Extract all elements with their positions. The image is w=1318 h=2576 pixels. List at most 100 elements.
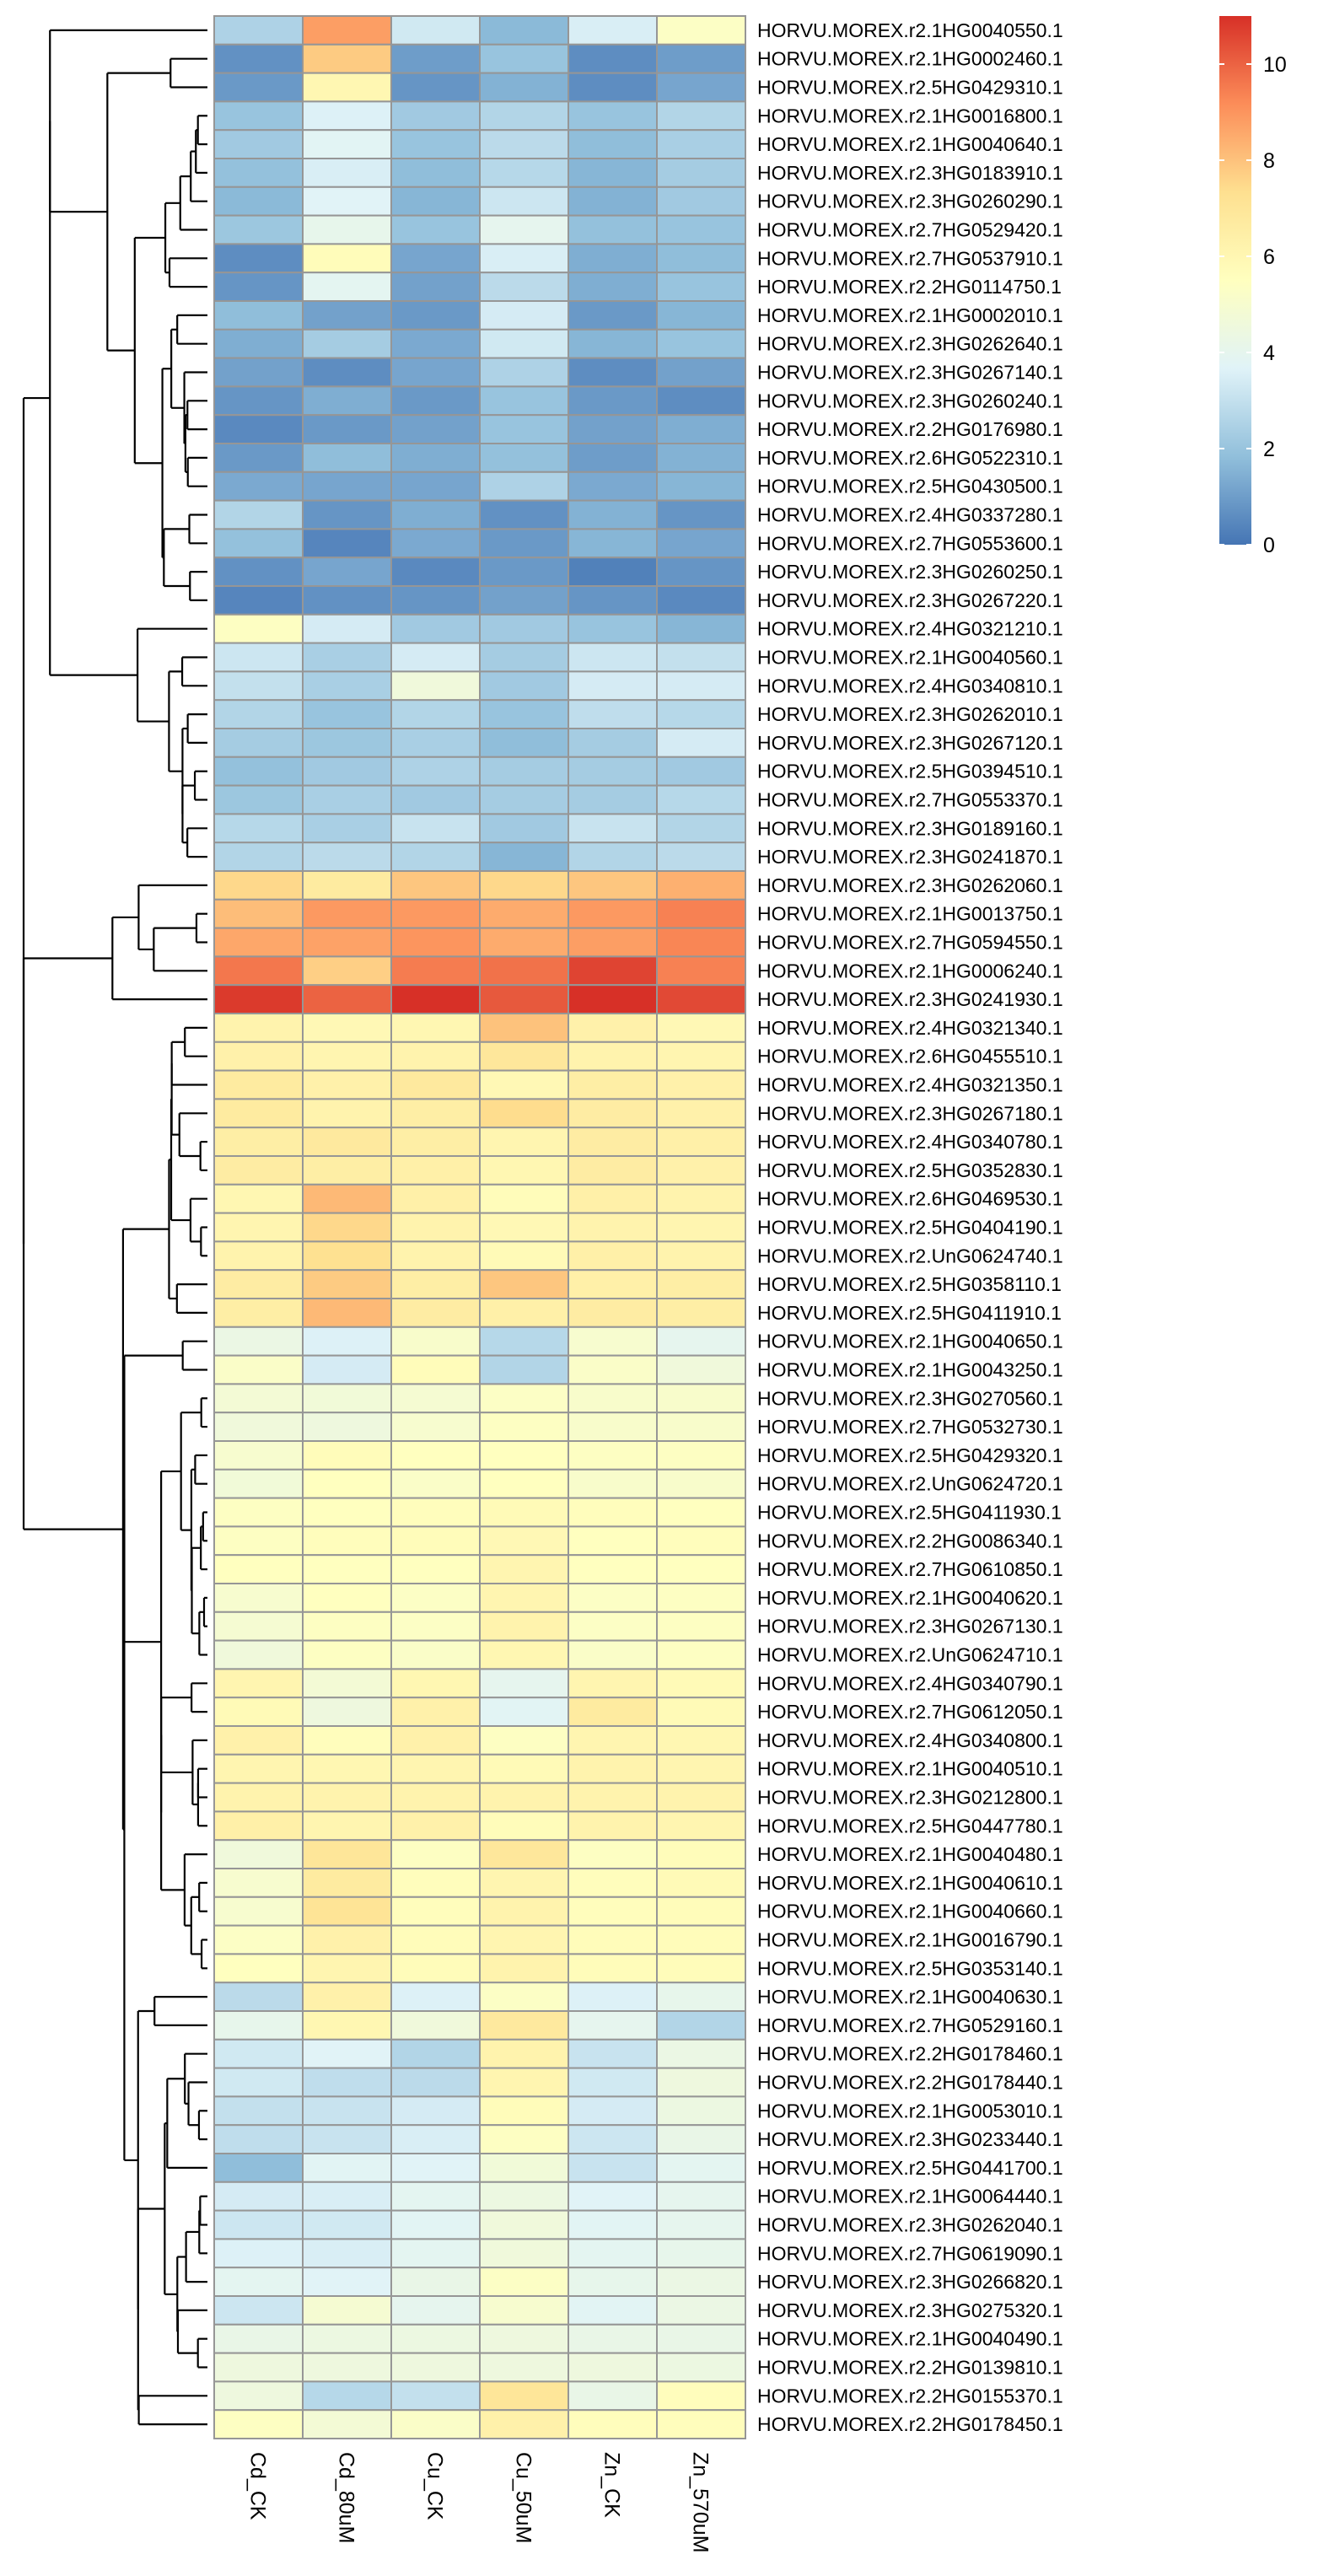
heatmap-cell (390, 1041, 481, 1072)
heatmap-cell (479, 186, 569, 217)
heatmap-cell (390, 699, 481, 730)
heatmap-cell (302, 2323, 392, 2354)
heatmap-cell (568, 955, 658, 987)
heatmap-cell (213, 1525, 304, 1557)
heatmap-cell (302, 1240, 392, 1272)
heatmap-cell (390, 186, 481, 217)
column-label: Cd_CK (246, 2452, 270, 2520)
row-label: HORVU.MOREX.r2.2HG0139810.1 (757, 2357, 1063, 2379)
row-label: HORVU.MOREX.r2.2HG0086340.1 (757, 1530, 1063, 1552)
heatmap-cell (390, 499, 481, 530)
heatmap-cell (656, 1782, 746, 1813)
heatmap-cell (568, 1982, 658, 2012)
heatmap-cell (390, 300, 481, 331)
heatmap-cell (479, 2095, 569, 2127)
heatmap-cell (213, 2067, 304, 2098)
heatmap-cell (302, 1982, 392, 2012)
heatmap-cell (479, 528, 569, 559)
row-label: HORVU.MOREX.r2.3HG0189160.1 (757, 817, 1063, 839)
heatmap-cell (656, 870, 746, 901)
heatmap-cell (656, 2095, 746, 2127)
heatmap-cell (656, 557, 746, 588)
heatmap-cell (302, 2295, 392, 2326)
row-label: HORVU.MOREX.r2.UnG0624710.1 (757, 1644, 1063, 1666)
heatmap-cell (656, 15, 746, 46)
heatmap-cell (302, 1753, 392, 1784)
heatmap-cell (656, 670, 746, 702)
column-label: Zn_CK (600, 2452, 624, 2518)
heatmap-cell (479, 1127, 569, 1157)
heatmap-cell (213, 1953, 304, 1984)
heatmap-cell (656, 2153, 746, 2183)
heatmap-cell (302, 642, 392, 673)
heatmap-cell (568, 670, 658, 702)
heatmap-cell (568, 72, 658, 103)
heatmap-cell (656, 1098, 746, 1129)
heatmap-cell (213, 1839, 304, 1869)
row-label: HORVU.MOREX.r2.3HG0275320.1 (757, 2299, 1063, 2321)
heatmap-cell (302, 1440, 392, 1471)
heatmap-cell (302, 414, 392, 445)
row-label: HORVU.MOREX.r2.2HG0155370.1 (757, 2385, 1063, 2407)
heatmap-cell (390, 784, 481, 815)
heatmap-cell (656, 385, 746, 417)
heatmap-cell (213, 898, 304, 929)
heatmap-cell (479, 272, 569, 303)
heatmap-cell (568, 2267, 658, 2297)
heatmap-cell (479, 1639, 569, 1670)
heatmap-cell (479, 385, 569, 417)
heatmap-cell (302, 2209, 392, 2240)
color-legend: 0 2 4 6 8 10 (1219, 16, 1287, 557)
heatmap-cell (302, 1782, 392, 1813)
heatmap-cell (656, 2124, 746, 2154)
heatmap-cell (568, 2181, 658, 2212)
heatmap-cell (302, 1069, 392, 1100)
heatmap-cell (390, 272, 481, 303)
heatmap-cell (213, 1155, 304, 1186)
heatmap-cell (656, 1041, 746, 1072)
heatmap-cell (568, 1269, 658, 1299)
heatmap-cell (213, 15, 304, 46)
heatmap-cell (390, 1383, 481, 1414)
heatmap-cell (479, 1868, 569, 1898)
heatmap-cell (390, 1868, 481, 1898)
row-label: HORVU.MOREX.r2.3HG0267220.1 (757, 589, 1063, 611)
heatmap-cell (568, 357, 658, 388)
heatmap-cell (302, 443, 392, 473)
heatmap-cell (390, 2095, 481, 2127)
heatmap-cell (479, 1183, 569, 1214)
heatmap-cell (656, 1924, 746, 1955)
heatmap-cell (479, 784, 569, 815)
heatmap-cell (390, 842, 481, 873)
heatmap-cell (302, 357, 392, 388)
heatmap-cell (390, 443, 481, 473)
heatmap-cell (302, 784, 392, 815)
heatmap-cell (568, 1440, 658, 1471)
heatmap-cell (656, 813, 746, 844)
heatmap-cell (390, 471, 481, 502)
row-label: HORVU.MOREX.r2.4HG0321350.1 (757, 1074, 1063, 1096)
heatmap-cell (213, 1896, 304, 1927)
heatmap-cell (302, 756, 392, 787)
heatmap-cell (390, 585, 481, 616)
heatmap-cell (213, 728, 304, 758)
heatmap-cell (568, 2295, 658, 2326)
row-label: HORVU.MOREX.r2.7HG0553370.1 (757, 789, 1063, 811)
heatmap-cell (656, 2409, 746, 2439)
heatmap-cell (479, 43, 569, 74)
heatmap-cell (568, 2238, 658, 2269)
heatmap-cell (302, 813, 392, 844)
heatmap-cell (568, 1412, 658, 1442)
heatmap-cell (390, 1298, 481, 1328)
heatmap-cell (568, 1127, 658, 1157)
row-label: HORVU.MOREX.r2.3HG0260250.1 (757, 561, 1063, 583)
heatmap-cell (568, 1497, 658, 1528)
legend-tick-label: 0 (1263, 534, 1275, 557)
heatmap-cell (390, 870, 481, 901)
heatmap-cell (390, 1354, 481, 1385)
heatmap-cell (479, 2323, 569, 2354)
heatmap-cell (302, 1725, 392, 1756)
row-label: HORVU.MOREX.r2.3HG0262060.1 (757, 874, 1063, 896)
heatmap-cell (213, 1269, 304, 1299)
heatmap-cell (302, 2352, 392, 2383)
